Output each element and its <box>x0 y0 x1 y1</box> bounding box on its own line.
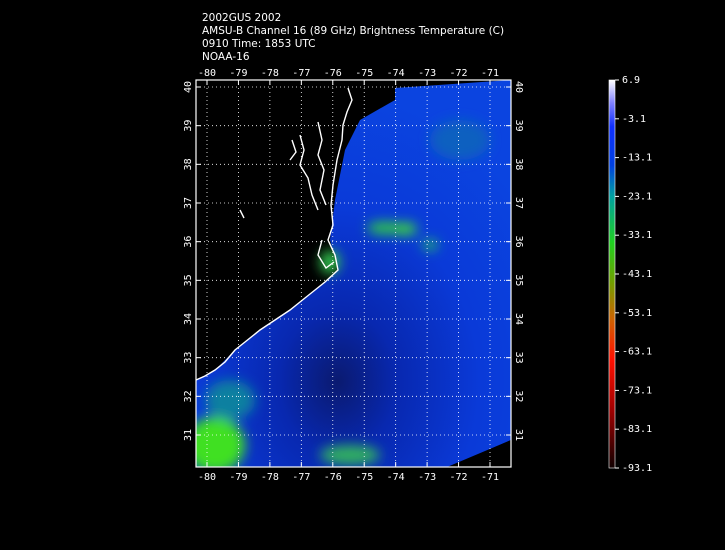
lon-label: -72 <box>450 472 468 483</box>
colorbar-label: -43.1 <box>622 269 652 280</box>
lon-label: -75 <box>355 68 373 79</box>
lon-label: -78 <box>261 472 279 483</box>
lon-label: -79 <box>229 68 247 79</box>
colorbar-label: -23.1 <box>622 191 652 202</box>
header-line: AMSU-B Channel 16 (89 GHz) Brightness Te… <box>202 25 504 37</box>
header-line: NOAA-16 <box>202 51 250 63</box>
lon-label: -76 <box>324 472 342 483</box>
lat-label: 39 <box>513 120 524 132</box>
swath <box>196 80 511 467</box>
lon-label: -80 <box>198 68 216 79</box>
colorbar-label: -73.1 <box>622 385 652 396</box>
lat-label: 39 <box>183 120 194 132</box>
lon-label: -73 <box>418 68 436 79</box>
lon-label: -74 <box>387 472 405 483</box>
lon-label: -71 <box>481 68 499 79</box>
lon-label: -71 <box>481 472 499 483</box>
lat-label: 36 <box>183 236 194 248</box>
lat-label: 31 <box>513 429 524 441</box>
coastline <box>195 87 353 381</box>
lat-label: 35 <box>513 274 524 286</box>
lat-label: 40 <box>513 81 524 93</box>
colorbar-label: -93.1 <box>622 463 652 474</box>
colorbar-label: -53.1 <box>622 308 652 319</box>
header-line: 0910 Time: 1853 UTC <box>202 38 316 50</box>
lon-label: -80 <box>198 472 216 483</box>
lon-label: -79 <box>229 472 247 483</box>
colorbar-label: -83.1 <box>622 424 652 435</box>
lat-label: 31 <box>183 429 194 441</box>
lat-label: 32 <box>513 390 524 402</box>
no-data <box>447 440 511 467</box>
lat-label: 33 <box>513 352 524 364</box>
lon-label: -76 <box>324 68 342 79</box>
lon-label: -78 <box>261 68 279 79</box>
lat-label: 33 <box>183 352 194 364</box>
colorbar <box>608 79 616 469</box>
lat-label: 37 <box>513 197 524 209</box>
lat-label: 32 <box>183 390 194 402</box>
lon-label: -74 <box>387 68 405 79</box>
lon-label: -73 <box>418 472 436 483</box>
colorbar-label: 6.9 <box>622 75 640 86</box>
lat-label: 36 <box>513 236 524 248</box>
colorbar-label: -3.1 <box>622 114 646 125</box>
ocean-data <box>196 80 511 467</box>
green-areas <box>196 120 490 467</box>
lat-label: 34 <box>183 313 194 325</box>
lat-label: 35 <box>183 274 194 286</box>
colorbar-label: -63.1 <box>622 347 652 358</box>
lat-label: 38 <box>183 158 194 170</box>
colorbar-label: -33.1 <box>622 230 652 241</box>
map-frame <box>195 79 512 468</box>
lat-label: 37 <box>183 197 194 209</box>
lon-label: -72 <box>450 68 468 79</box>
header-line: 2002GUS 2002 <box>202 12 281 24</box>
lon-label: -77 <box>292 68 310 79</box>
lat-label: 34 <box>513 313 524 325</box>
lat-label: 40 <box>183 81 194 93</box>
lon-label: -75 <box>355 472 373 483</box>
colorbar-label: -13.1 <box>622 153 652 164</box>
lat-label: 38 <box>513 158 524 170</box>
lon-label: -77 <box>292 472 310 483</box>
